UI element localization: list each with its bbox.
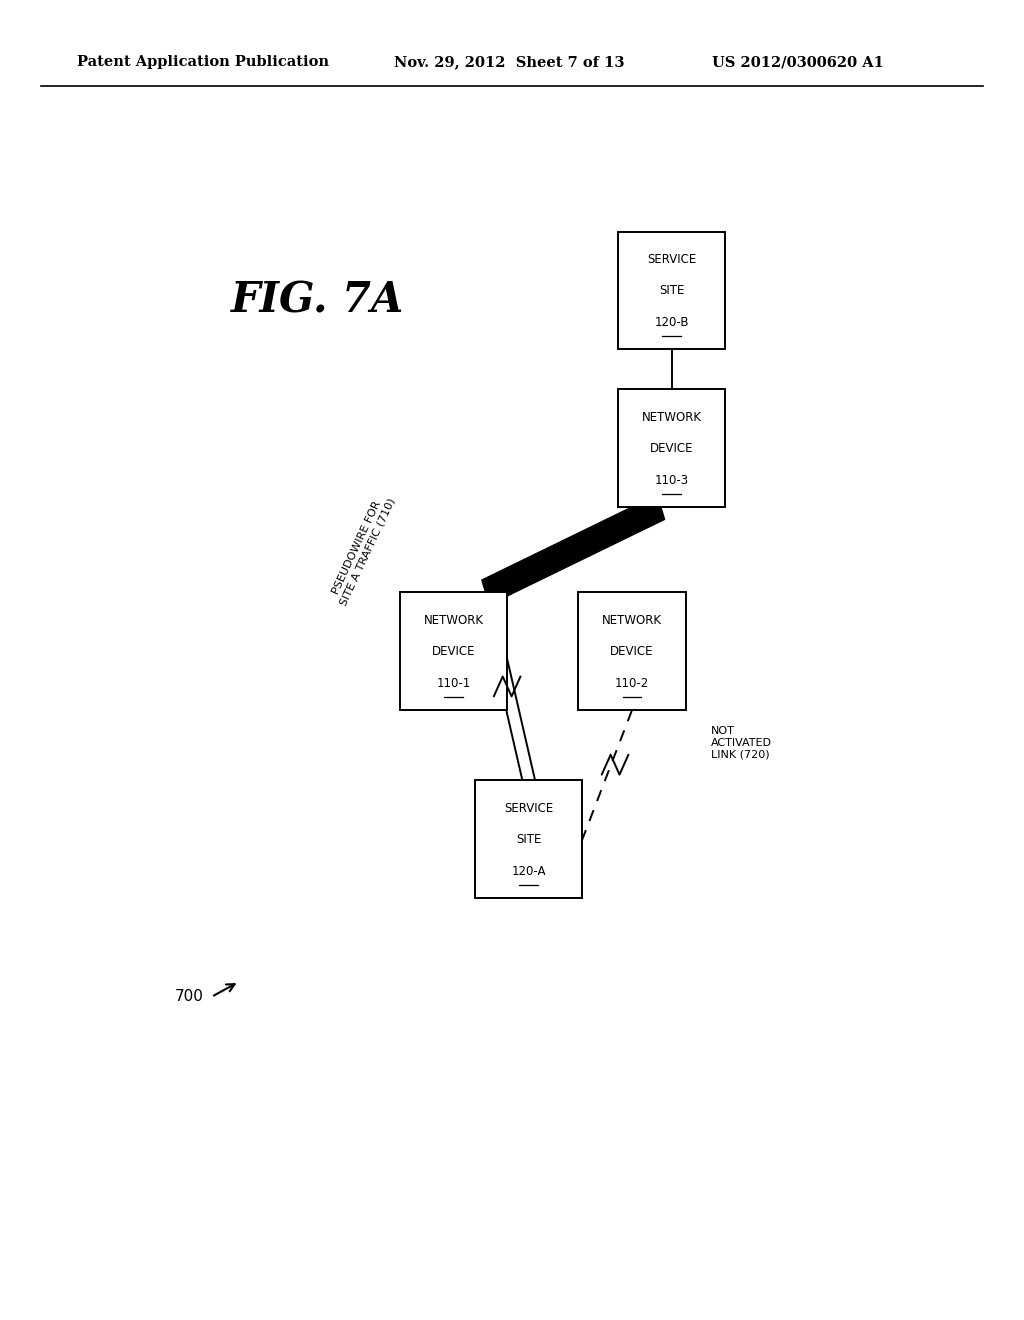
Text: Nov. 29, 2012  Sheet 7 of 13: Nov. 29, 2012 Sheet 7 of 13 bbox=[394, 55, 625, 70]
Text: NETWORK: NETWORK bbox=[602, 614, 662, 627]
Text: FIG. 7A: FIG. 7A bbox=[231, 280, 404, 322]
Text: SERVICE: SERVICE bbox=[504, 803, 553, 816]
Bar bbox=[475, 780, 583, 899]
Text: SERVICE: SERVICE bbox=[647, 253, 696, 267]
Bar bbox=[399, 593, 507, 710]
Text: NOT
ACTIVATED
LINK (720): NOT ACTIVATED LINK (720) bbox=[712, 726, 772, 759]
Text: PSEUDOWIRE FOR
SITE A TRAFFIC (710): PSEUDOWIRE FOR SITE A TRAFFIC (710) bbox=[328, 492, 396, 607]
Bar bbox=[579, 593, 685, 710]
Text: SITE: SITE bbox=[658, 284, 684, 297]
Text: DEVICE: DEVICE bbox=[650, 442, 693, 454]
Bar bbox=[618, 389, 725, 507]
Text: SITE: SITE bbox=[516, 833, 542, 846]
Text: 110-2: 110-2 bbox=[614, 677, 649, 690]
Bar bbox=[618, 231, 725, 350]
Text: 110-3: 110-3 bbox=[654, 474, 689, 487]
Text: 110-1: 110-1 bbox=[436, 677, 470, 690]
Polygon shape bbox=[482, 495, 665, 605]
Text: 120-A: 120-A bbox=[512, 866, 546, 878]
Text: 120-B: 120-B bbox=[654, 317, 689, 330]
Text: DEVICE: DEVICE bbox=[610, 645, 653, 657]
Text: DEVICE: DEVICE bbox=[432, 645, 475, 657]
Text: 700: 700 bbox=[174, 990, 204, 1005]
Text: NETWORK: NETWORK bbox=[642, 411, 701, 424]
Text: NETWORK: NETWORK bbox=[423, 614, 483, 627]
Text: Patent Application Publication: Patent Application Publication bbox=[77, 55, 329, 70]
Text: US 2012/0300620 A1: US 2012/0300620 A1 bbox=[712, 55, 884, 70]
